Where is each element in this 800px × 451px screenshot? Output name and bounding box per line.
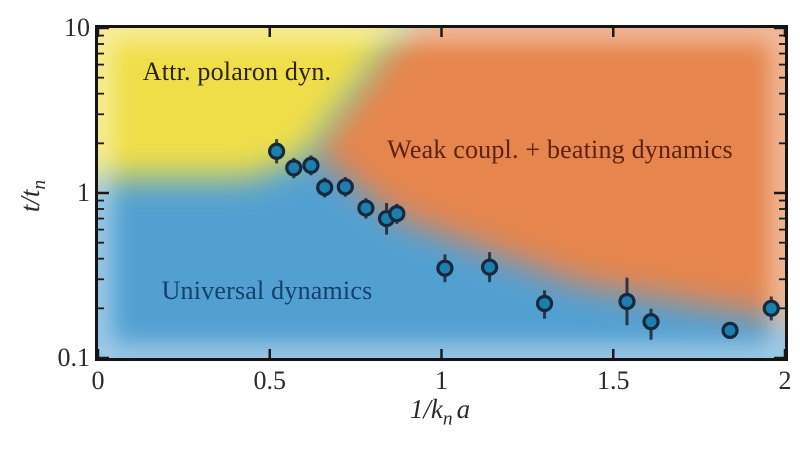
x-axis-label-subscript: n: [442, 408, 453, 430]
data-point: [285, 159, 303, 177]
x-tick-label: 1.5: [597, 366, 630, 395]
x-axis-label: 1/kn a: [410, 394, 470, 430]
y-tick-label: 10: [64, 13, 90, 42]
data-points: [268, 142, 780, 339]
data-point: [268, 142, 286, 160]
data-point: [316, 178, 334, 197]
axis-ticks: [98, 28, 785, 358]
x-axis-label-text: 1/k: [409, 394, 443, 424]
data-point: [721, 321, 739, 339]
region-label-weak-coupling: Weak coupl. + beating dynamics: [387, 135, 733, 164]
x-tick-label: 1: [435, 366, 448, 395]
data-point: [436, 259, 454, 277]
y-axis-label-subscript: n: [29, 179, 51, 190]
data-point: [762, 299, 780, 317]
data-point: [535, 294, 554, 313]
region-weak-coupling-fill: [313, 28, 785, 320]
y-tick-label: 1: [77, 178, 90, 207]
y-axis-label-text: t/t: [14, 189, 45, 213]
plot-area: Attr. polaron dyn. Weak coupl. + beating…: [95, 25, 788, 361]
data-point: [618, 292, 636, 311]
x-axis-label-variable: a: [456, 394, 471, 424]
data-point: [302, 156, 320, 174]
y-tick-label: 0.1: [57, 343, 91, 372]
region-label-universal-dynamics: Universal dynamics: [161, 276, 373, 305]
data-point: [388, 205, 406, 223]
plot-canvas: [98, 28, 785, 358]
data-point: [336, 178, 354, 196]
y-axis-label: t/tn: [15, 180, 51, 212]
x-tick-label: 0: [91, 366, 105, 395]
data-point: [357, 199, 375, 217]
x-tick-label: 0.5: [253, 366, 287, 395]
x-tick-label: 2: [778, 366, 792, 395]
region-label-attr-polaron: Attr. polaron dyn.: [142, 57, 332, 86]
data-point: [642, 313, 660, 331]
region-attr-polaron-fill: [98, 28, 403, 178]
data-point: [480, 258, 499, 276]
